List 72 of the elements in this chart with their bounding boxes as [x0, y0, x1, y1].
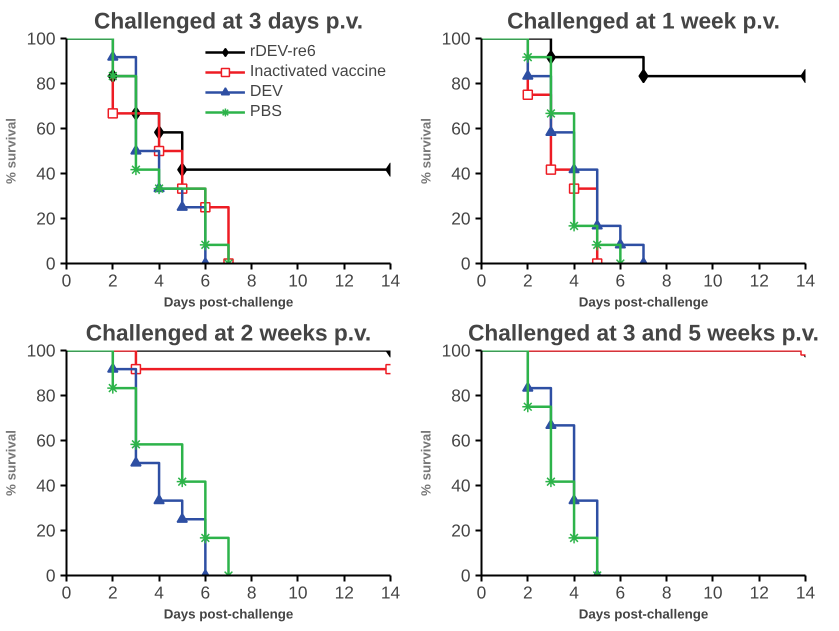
- y-tick-label: 60: [451, 118, 471, 138]
- x-tick-label: 10: [703, 582, 723, 602]
- x-tick-label: 6: [200, 582, 210, 602]
- y-tick-label: 100: [26, 28, 56, 48]
- x-tick-label: 8: [246, 582, 256, 602]
- chart-title: Challenged at 1 week p.v.: [507, 8, 780, 34]
- y-axis-title: % survival: [4, 118, 19, 184]
- x-tick-label: 2: [522, 270, 533, 290]
- y-tick-label: 80: [451, 74, 471, 94]
- x-tick-label: 6: [616, 582, 626, 602]
- y-tick-label: 80: [451, 386, 471, 406]
- legend-label: DEV: [250, 83, 283, 101]
- x-tick-label: 0: [476, 582, 486, 602]
- y-tick-label: 80: [36, 386, 56, 406]
- legend-label: PBS: [250, 103, 282, 121]
- y-tick-label: 80: [36, 74, 56, 94]
- y-tick-label: 60: [36, 430, 56, 450]
- chart-title: Challenged at 2 weeks p.v.: [86, 320, 372, 346]
- y-tick-label: 100: [442, 28, 471, 48]
- x-tick-label: 6: [616, 270, 626, 290]
- x-axis-title: Days post-challenge: [164, 294, 294, 310]
- x-tick-label: 4: [569, 582, 580, 602]
- x-tick-label: 12: [750, 270, 769, 290]
- y-axis-title: % survival: [418, 118, 434, 184]
- x-tick-label: 4: [154, 270, 164, 290]
- x-tick-label: 8: [662, 270, 672, 290]
- x-tick-label: 12: [334, 270, 354, 290]
- y-axis-title: % survival: [418, 430, 434, 496]
- x-tick-label: 10: [288, 582, 308, 602]
- y-tick-label: 20: [451, 208, 471, 228]
- x-tick-label: 2: [108, 582, 118, 602]
- chart-title: Challenged at 3 and 5 weeks p.v.: [468, 320, 819, 346]
- x-tick-label: 8: [662, 582, 672, 602]
- x-tick-label: 12: [750, 582, 769, 602]
- x-tick-label: 4: [569, 270, 580, 290]
- y-tick-label: 40: [36, 164, 56, 184]
- x-tick-label: 0: [62, 270, 72, 290]
- x-tick-label: 0: [476, 270, 486, 290]
- y-tick-label: 40: [36, 476, 56, 496]
- x-tick-label: 0: [62, 582, 72, 602]
- x-tick-label: 14: [380, 582, 400, 602]
- x-tick-label: 14: [796, 582, 816, 602]
- y-tick-label: 20: [36, 520, 56, 540]
- y-tick-label: 60: [36, 118, 56, 138]
- x-tick-label: 14: [796, 270, 816, 290]
- legend-label: Inactivated vaccine: [250, 63, 386, 81]
- x-axis-title: Days post-challenge: [578, 606, 708, 622]
- y-tick-label: 40: [451, 164, 471, 184]
- y-tick-label: 100: [26, 340, 56, 360]
- y-tick-label: 0: [46, 254, 56, 274]
- x-tick-label: 10: [288, 270, 308, 290]
- x-tick-label: 12: [334, 582, 354, 602]
- y-tick-label: 20: [36, 208, 56, 228]
- x-tick-label: 14: [380, 270, 400, 290]
- y-tick-label: 0: [46, 566, 56, 586]
- chart-title: Challenged at 3 days p.v.: [94, 8, 364, 34]
- y-tick-label: 60: [451, 430, 471, 450]
- y-tick-label: 40: [451, 476, 471, 496]
- x-tick-label: 8: [246, 270, 256, 290]
- x-axis-title: Days post-challenge: [164, 606, 294, 622]
- x-tick-label: 4: [154, 582, 164, 602]
- y-axis-title: % survival: [4, 430, 19, 496]
- y-tick-label: 0: [460, 254, 471, 274]
- x-tick-label: 2: [108, 270, 118, 290]
- x-axis-title: Days post-challenge: [578, 294, 708, 310]
- x-tick-label: 2: [522, 582, 533, 602]
- y-tick-label: 20: [451, 520, 471, 540]
- y-tick-label: 100: [442, 340, 471, 360]
- x-tick-label: 10: [703, 270, 723, 290]
- legend-label: rDEV-re6: [250, 43, 316, 61]
- x-tick-label: 6: [200, 270, 210, 290]
- y-tick-label: 0: [460, 566, 471, 586]
